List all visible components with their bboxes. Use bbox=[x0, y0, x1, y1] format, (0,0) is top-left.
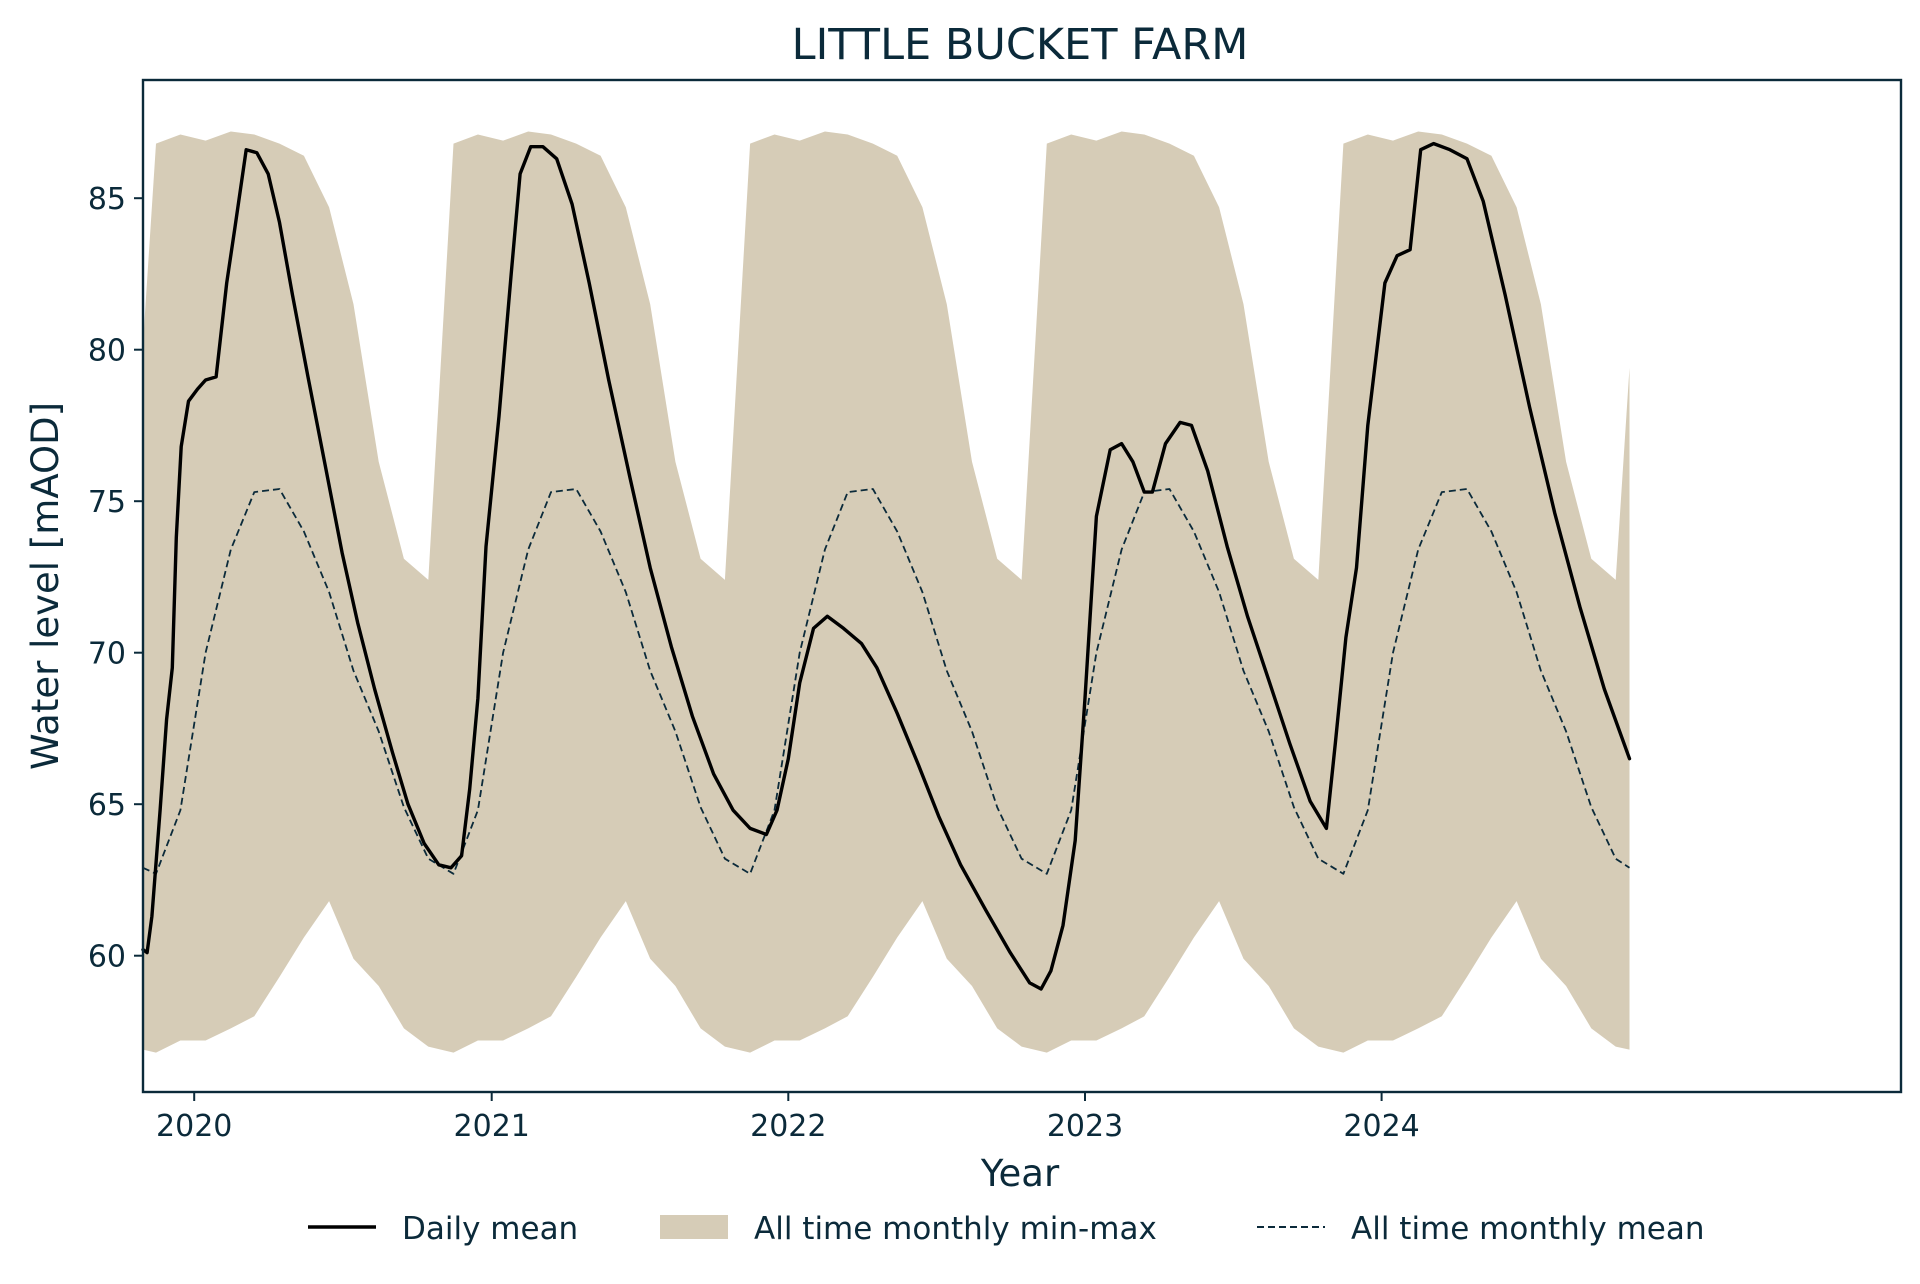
plot-frame bbox=[141, 78, 1903, 1094]
y-tick-label-65: 65 bbox=[88, 788, 126, 823]
min-max-band bbox=[143, 131, 1630, 1053]
y-tick-label-70: 70 bbox=[88, 637, 126, 672]
y-tick-label-85: 85 bbox=[88, 182, 126, 217]
legend-swatch-min-max-band bbox=[660, 1215, 728, 1239]
y-axis: 60 65 70 75 80 85 bbox=[88, 182, 143, 975]
daily-mean-line bbox=[141, 141, 1632, 991]
x-axis-label: Year bbox=[980, 1152, 1060, 1195]
legend-label-min-max-band: All time monthly min-max bbox=[754, 1211, 1157, 1247]
x-tick-label-2024: 2024 bbox=[1343, 1109, 1419, 1144]
y-axis-label: Water level [mAOD] bbox=[24, 402, 67, 770]
x-tick-label-2021: 2021 bbox=[454, 1109, 530, 1144]
y-tick-label-60: 60 bbox=[88, 940, 126, 975]
x-tick-label-2023: 2023 bbox=[1047, 1109, 1123, 1144]
monthly-mean-layer bbox=[142, 488, 1630, 875]
daily-mean-layer bbox=[141, 141, 1632, 991]
legend-label-monthly-mean: All time monthly mean bbox=[1351, 1211, 1705, 1247]
x-tick-label-2020: 2020 bbox=[156, 1109, 232, 1144]
legend-label-daily-mean: Daily mean bbox=[402, 1211, 578, 1247]
min-max-band-layer bbox=[143, 131, 1630, 1053]
x-tick-label-2022: 2022 bbox=[750, 1109, 826, 1144]
y-tick-label-75: 75 bbox=[88, 485, 126, 520]
legend: Daily mean All time monthly min-max All … bbox=[308, 1211, 1705, 1247]
y-tick-label-80: 80 bbox=[88, 334, 126, 369]
chart-title: LITTLE BUCKET FARM bbox=[792, 20, 1249, 70]
x-axis: 2020 2021 2022 2023 2024 bbox=[156, 1092, 1420, 1144]
monthly-mean-line bbox=[142, 488, 1630, 875]
